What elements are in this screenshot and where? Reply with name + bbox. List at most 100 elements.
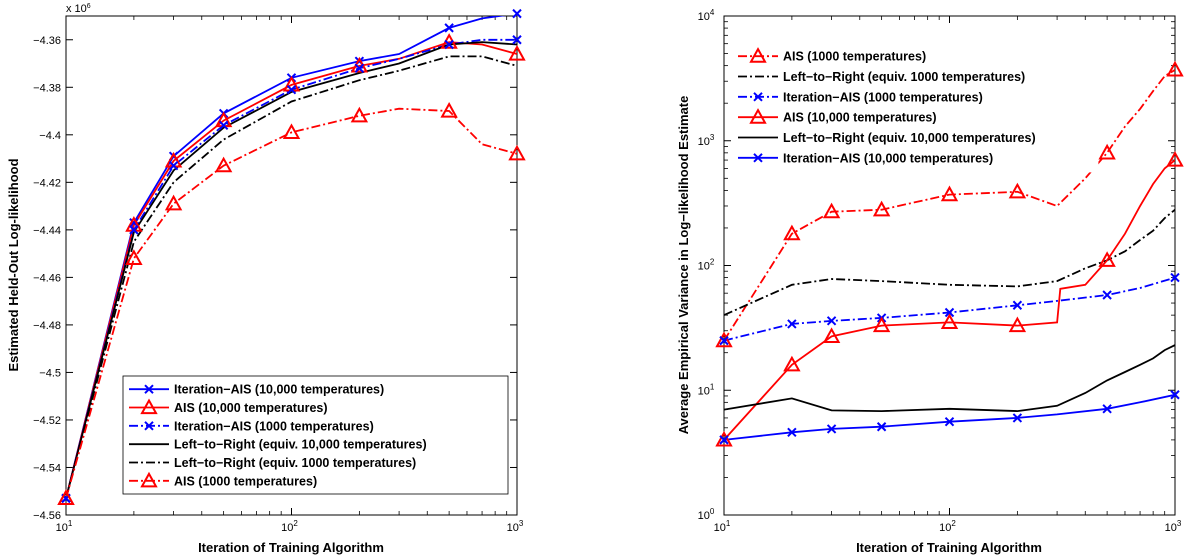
left-chart-panel: 101 102 103 −4.36 −4.38 −4.4 −4.42 −4.44 −4.46 −4… <box>6 3 526 555</box>
data-point-iteration-ais-1000-temperatures <box>826 316 837 326</box>
data-point-iteration-ais-1000-temperatures <box>354 63 365 73</box>
data-point-ais-1000-temperatures <box>1166 60 1184 77</box>
data-point-iteration-ais-1000-temperatures <box>286 84 297 95</box>
y-tick-label: 104 <box>698 8 715 23</box>
legend-label: Left−to−Right (equiv. 10,000 temperature… <box>174 438 427 452</box>
series-line-iteration-ais-10-000-temperatures <box>66 16 507 499</box>
y-tick-label: 100 <box>698 507 715 522</box>
legend-marker <box>749 108 767 124</box>
series-line-iteration-ais-10-000-temperatures <box>724 393 1175 441</box>
data-point-ais-1000-temperatures <box>350 106 369 123</box>
data-point-ais-1000-temperatures <box>783 224 801 241</box>
series-line-ais-10-000-temperatures <box>724 159 1175 441</box>
x-axis-label: Iteration of Training Algorithm <box>856 540 1042 555</box>
data-point-iteration-ais-1000-temperatures <box>129 225 139 235</box>
series-line-left-to-right-equiv-1000-temperatures <box>724 209 1175 316</box>
y-tick-label: −4.46 <box>33 272 61 284</box>
series-line-left-to-right-equiv-10-000-temperatures <box>724 344 1175 413</box>
data-point-ais-10-000-temperatures <box>1166 151 1184 167</box>
data-point-ais-10-000-temperatures <box>715 430 733 447</box>
y-axis-label: Estimated Held-Out Log-likelihood <box>6 158 21 371</box>
legend-label: Iteration−AIS (1000 temperatures) <box>783 90 983 104</box>
legend-label: Left−to−Right (equiv. 10,000 temperature… <box>783 131 1036 145</box>
legend: Iteration−AIS (10,000 temperatures) AIS (… <box>122 375 509 495</box>
legend-label: AIS (10,000 temperatures) <box>783 111 937 125</box>
y-tick-label: −4.52 <box>33 415 61 427</box>
legend-marker <box>140 398 158 415</box>
data-point-iteration-ais-1000-temperatures <box>444 39 454 50</box>
series-line-iteration-ais-1000-temperatures <box>724 276 1175 342</box>
data-point-iteration-ais-10-000-temperatures <box>787 427 797 438</box>
legend-box <box>731 41 1099 173</box>
x-tick-label: 101 <box>714 519 731 534</box>
legend-marker <box>140 471 158 488</box>
y-tick-label: −4.4 <box>39 130 61 142</box>
data-point-ais-1000-temperatures <box>214 156 233 173</box>
legend-marker <box>753 153 763 163</box>
data-point-ais-10-000-temperatures <box>508 44 526 61</box>
legend-label: Iteration−AIS (10,000 temperatures) <box>174 383 384 397</box>
x-tick-label: 102 <box>281 519 298 534</box>
data-point-ais-1000-temperatures <box>508 144 526 161</box>
data-point-iteration-ais-1000-temperatures <box>719 335 729 346</box>
data-point-iteration-ais-10-000-temperatures <box>1170 390 1180 400</box>
data-point-ais-1000-temperatures <box>440 101 458 118</box>
series-line-left-to-right-equiv-10-000-temperatures <box>66 41 517 499</box>
data-point-ais-1000-temperatures <box>125 249 143 265</box>
data-point-iteration-ais-10-000-temperatures <box>876 422 887 432</box>
data-point-ais-1000-temperatures <box>940 185 959 202</box>
legend-label: AIS (10,000 temperatures) <box>174 401 328 415</box>
legend-label: Left−to−Right (equiv. 1000 temperatures) <box>783 70 1025 84</box>
legend-marker <box>749 47 767 63</box>
legend-label: Left−to−Right (equiv. 1000 temperatures) <box>174 456 416 470</box>
data-point-ais-1000-temperatures <box>1098 143 1116 160</box>
data-point-iteration-ais-10-000-temperatures <box>719 435 729 445</box>
data-point-ais-1000-temperatures <box>715 331 733 348</box>
legend-label: AIS (1000 temperatures) <box>174 474 317 488</box>
series-line-ais-1000-temperatures <box>724 69 1175 342</box>
legend-label: AIS (1000 temperatures) <box>783 50 926 64</box>
x-tick-label: 102 <box>939 519 956 534</box>
data-point-ais-1000-temperatures <box>164 194 183 211</box>
marker-group <box>715 60 1184 447</box>
data-point-iteration-ais-1000-temperatures <box>168 160 179 171</box>
legend-marker <box>753 92 763 102</box>
y-axis-label: Average Empirical Variance in Log−likeli… <box>676 96 691 435</box>
y-multiplier-label: x 106 <box>66 3 91 15</box>
x-axis-label: Iteration of Training Algorithm <box>198 540 384 555</box>
legend-marker <box>144 384 154 394</box>
y-tick-label: −4.48 <box>33 320 61 332</box>
data-point-ais-10-000-temperatures <box>940 313 959 329</box>
data-point-iteration-ais-10-000-temperatures <box>512 8 522 19</box>
legend-box <box>122 375 509 495</box>
y-tick-label: 102 <box>698 258 715 273</box>
y-tick-label: −4.38 <box>33 82 61 94</box>
y-tick-label: −4.54 <box>33 462 61 474</box>
legend-marker <box>144 421 154 431</box>
data-point-ais-10-000-temperatures <box>783 355 801 372</box>
data-point-iteration-ais-10-000-temperatures <box>826 424 837 434</box>
y-tick-label: −4.36 <box>33 35 61 47</box>
y-tick-label: 101 <box>698 382 715 397</box>
legend-label: Iteration−AIS (1000 temperatures) <box>174 419 374 433</box>
data-point-ais-10-000-temperatures <box>1008 316 1027 333</box>
data-point-ais-1000-temperatures <box>57 489 75 505</box>
data-point-ais-10-000-temperatures <box>822 327 841 344</box>
data-point-ais-1000-temperatures <box>282 123 301 140</box>
series-group <box>66 16 517 499</box>
data-point-iteration-ais-1000-temperatures <box>1170 272 1180 283</box>
data-point-iteration-ais-1000-temperatures <box>512 35 522 45</box>
marker-group <box>57 8 526 505</box>
data-point-iteration-ais-1000-temperatures <box>944 307 955 318</box>
x-tick-label: 103 <box>507 519 524 534</box>
y-tick-label: −4.56 <box>33 510 61 522</box>
data-point-iteration-ais-10-000-temperatures <box>1012 413 1023 423</box>
y-tick-label: −4.44 <box>33 225 61 237</box>
data-point-iteration-ais-1000-temperatures <box>1102 290 1112 300</box>
legend-label: Iteration−AIS (10,000 temperatures) <box>783 151 993 165</box>
x-tick-label: 103 <box>1165 519 1182 534</box>
data-point-iteration-ais-10-000-temperatures <box>1102 404 1112 414</box>
y-tick-label: 103 <box>698 133 715 148</box>
